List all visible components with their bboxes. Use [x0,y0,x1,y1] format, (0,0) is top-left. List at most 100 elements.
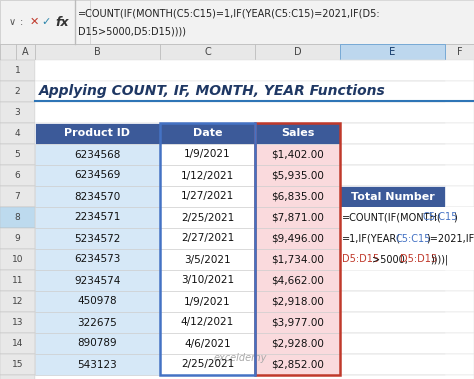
Text: 6234568: 6234568 [74,149,121,160]
Bar [0,186,35,207]
Text: 2234571: 2234571 [74,213,121,222]
Bar [35,333,474,354]
Text: 2/25/2021: 2/25/2021 [181,360,234,370]
Text: =1,IF(YEAR(: =1,IF(YEAR( [342,233,401,243]
Text: C5:C15: C5:C15 [396,233,431,243]
Bar [16,44,35,60]
Bar [35,291,474,312]
Text: 450978: 450978 [78,296,117,307]
Text: =COUNT(IF(MONTH(: =COUNT(IF(MONTH( [342,213,442,222]
Text: $2,928.00: $2,928.00 [271,338,324,349]
Bar [35,354,160,375]
Bar [35,291,160,312]
Text: 11: 11 [12,276,23,285]
Text: C5:C15: C5:C15 [423,213,458,222]
Text: ))))|: ))))| [430,254,448,265]
Bar [35,123,160,144]
Bar [0,60,35,81]
Bar [35,249,160,270]
Text: :: : [20,17,24,27]
Bar [160,333,255,354]
Bar [0,291,35,312]
Text: C: C [204,47,211,57]
Bar [0,354,35,375]
Text: D15>5000,D5:D15)))): D15>5000,D5:D15)))) [78,27,186,37]
Text: 322675: 322675 [78,318,118,327]
Text: D5:D15: D5:D15 [342,255,379,265]
Text: 4: 4 [15,129,20,138]
Bar [255,123,340,375]
Bar [340,44,445,60]
Text: B: B [94,47,101,57]
Bar [255,144,340,165]
Bar [0,312,35,333]
Text: 4/6/2021: 4/6/2021 [184,338,231,349]
Bar [35,81,474,102]
Text: =COUNT(IF(MONTH(C5:C15)=1,IF(YEAR(C5:C15)=2021,IF(D5:: =COUNT(IF(MONTH(C5:C15)=1,IF(YEAR(C5:C15… [78,8,381,18]
Bar [35,270,160,291]
Bar [160,186,255,207]
Bar [35,312,160,333]
Text: 5: 5 [15,150,20,159]
Bar [35,165,160,186]
Text: $2,918.00: $2,918.00 [271,296,324,307]
Text: 7: 7 [15,192,20,201]
Text: A: A [22,47,29,57]
Text: 3: 3 [15,108,20,117]
Bar [255,270,340,291]
Text: D: D [294,47,301,57]
Text: 1/12/2021: 1/12/2021 [181,171,234,180]
Text: D5:D15: D5:D15 [400,255,437,265]
Bar [0,44,16,60]
Bar [255,312,340,333]
Text: 2/27/2021: 2/27/2021 [181,233,234,243]
Text: exceldemy: exceldemy [213,353,267,363]
Bar [0,207,35,228]
Bar [160,312,255,333]
Bar [160,123,255,144]
Bar [35,44,160,60]
Bar [160,270,255,291]
Bar [0,375,35,379]
Bar [160,207,255,228]
Text: $1,734.00: $1,734.00 [271,255,324,265]
Text: >5000,: >5000, [372,255,408,265]
Text: 6234569: 6234569 [74,171,121,180]
Bar [160,165,255,186]
Bar [0,0,474,44]
Text: ✕: ✕ [29,17,39,27]
Bar [160,291,255,312]
Bar [255,165,340,186]
Bar [35,186,160,207]
Text: 2: 2 [15,87,20,96]
Text: $1,402.00: $1,402.00 [271,149,324,160]
Text: 3/5/2021: 3/5/2021 [184,255,231,265]
Text: F: F [456,47,462,57]
Bar [160,249,255,270]
Text: 15: 15 [12,360,23,369]
Text: Applying COUNT, IF, MONTH, YEAR Functions: Applying COUNT, IF, MONTH, YEAR Function… [39,85,386,99]
Bar [35,312,474,333]
Text: 14: 14 [12,339,23,348]
Bar [255,228,340,249]
Bar [255,249,340,270]
Bar [35,165,474,186]
Bar [35,60,474,81]
Bar [35,228,474,249]
Bar [160,144,255,165]
Bar [0,165,35,186]
Text: 1/9/2021: 1/9/2021 [184,149,231,160]
Bar [255,207,340,228]
Text: 4/12/2021: 4/12/2021 [181,318,234,327]
Bar [255,333,340,354]
Bar [0,270,35,291]
Bar [35,375,474,379]
Text: $6,835.00: $6,835.00 [271,191,324,202]
Bar [35,354,474,375]
Bar [340,207,474,270]
Bar [35,102,474,123]
Text: 5234572: 5234572 [74,233,121,243]
Text: $5,935.00: $5,935.00 [271,171,324,180]
Bar [35,207,474,228]
Bar [255,123,340,144]
